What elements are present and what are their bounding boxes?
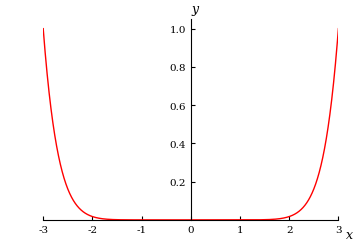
Text: x: x (346, 228, 353, 240)
Text: y: y (192, 3, 199, 16)
